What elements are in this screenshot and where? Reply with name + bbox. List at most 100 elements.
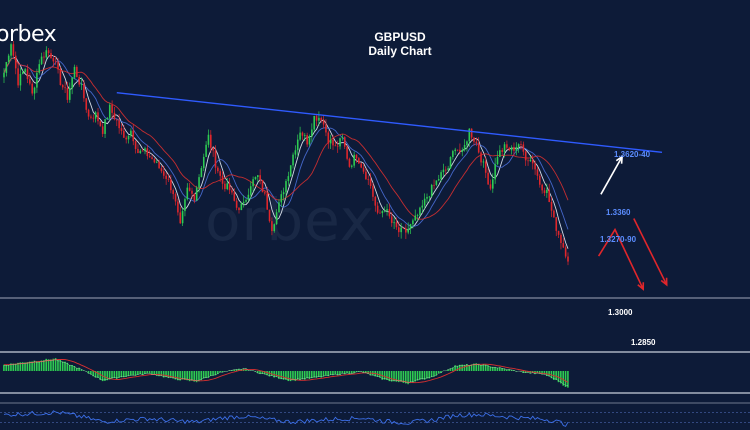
macd-histogram-bar <box>440 371 442 373</box>
macd-histogram-bar <box>195 371 198 383</box>
macd-histogram-bar <box>90 371 92 375</box>
candle-body <box>118 120 120 129</box>
candle-body <box>506 144 508 148</box>
macd-histogram-bar <box>390 371 393 382</box>
macd-histogram-bar <box>259 371 261 375</box>
candle-body <box>228 183 231 191</box>
candle-body <box>186 187 189 200</box>
macd-histogram-bar <box>115 371 118 379</box>
projection-arrow-down-head <box>660 277 668 287</box>
candle-body <box>130 130 132 136</box>
macd-histogram-bar <box>186 371 188 381</box>
macd-histogram-bar <box>73 366 76 371</box>
macd-histogram-bar <box>80 369 83 371</box>
candle-body <box>38 64 41 73</box>
candle-body <box>376 205 379 213</box>
macd-histogram-bar <box>219 371 221 373</box>
candle-body <box>285 181 287 193</box>
candle-body <box>390 216 393 223</box>
macd-histogram-bar <box>503 368 506 371</box>
candle-body <box>445 169 447 171</box>
candle-body <box>454 149 456 152</box>
candle-body <box>510 147 513 151</box>
candle-body <box>553 210 555 218</box>
candle-body <box>393 222 395 224</box>
macd-histogram-bar <box>130 371 132 376</box>
macd-histogram-bar <box>350 371 353 374</box>
candle-body <box>409 224 412 229</box>
candle-body <box>158 161 160 169</box>
macd-histogram-bar <box>235 369 238 371</box>
ma-blue-line <box>3 57 569 230</box>
macd-histogram-bar <box>538 371 541 374</box>
macd-histogram-bar <box>61 361 64 371</box>
macd-histogram-bar <box>404 371 407 384</box>
macd-histogram-bar <box>341 371 344 374</box>
candle-body <box>123 130 125 138</box>
candle-body <box>252 179 254 187</box>
candle-body <box>116 119 118 121</box>
macd-histogram-bar <box>106 371 109 381</box>
macd-histogram-bar <box>261 371 264 374</box>
macd-histogram-bar <box>174 371 177 380</box>
candle-body <box>388 209 391 217</box>
candle-body <box>85 98 88 110</box>
macd-histogram-bar <box>451 367 454 371</box>
candle-body <box>226 183 229 190</box>
macd-histogram-bar <box>148 371 151 374</box>
macd-histogram-bar <box>402 371 405 383</box>
candle-body <box>127 135 130 140</box>
candle-body <box>221 175 224 184</box>
macd-histogram-bar <box>306 371 308 379</box>
macd-histogram-bar <box>393 371 395 382</box>
watermark: orbex <box>205 186 376 254</box>
candle-body <box>106 117 109 120</box>
candle-body <box>435 180 438 185</box>
macd-histogram-bar <box>470 364 473 371</box>
candle-body <box>12 44 15 56</box>
candle-body <box>543 190 546 193</box>
candle-body <box>520 144 522 146</box>
macd-histogram-bar <box>256 371 259 374</box>
macd-histogram-bar <box>19 362 22 371</box>
macd-histogram-bar <box>524 371 527 373</box>
candle-body <box>332 139 334 146</box>
candle-body <box>449 157 452 169</box>
macd-histogram-bar <box>362 371 365 373</box>
candle-body <box>468 128 471 142</box>
macd-histogram-bar <box>231 370 233 371</box>
macd-histogram-bar <box>419 371 421 380</box>
candle-body <box>184 199 186 212</box>
macd-histogram-bar <box>127 371 130 377</box>
macd-histogram-bar <box>263 371 266 375</box>
macd-histogram-bar <box>522 371 525 373</box>
macd-histogram-bar <box>12 363 15 371</box>
chart-title-timeframe: Daily Chart <box>368 44 432 58</box>
macd-signal-line <box>4 358 569 384</box>
level-label-1: 1.3360 <box>606 208 631 217</box>
macd-histogram-bar <box>7 364 10 371</box>
candle-body <box>466 141 468 146</box>
macd-histogram-bar <box>45 358 47 371</box>
candle-body <box>360 163 362 168</box>
macd-histogram-bar <box>299 371 301 381</box>
candle-body <box>325 124 327 133</box>
macd-histogram-bar <box>459 364 461 371</box>
macd-histogram-bar <box>146 371 149 374</box>
descending-trendline <box>116 92 663 154</box>
candle-body <box>242 201 245 204</box>
macd-histogram-bar <box>36 361 38 371</box>
candle-body <box>503 144 506 152</box>
candle-body <box>282 192 285 195</box>
candle-body <box>275 212 278 225</box>
macd-histogram-bar <box>144 371 146 375</box>
candle-body <box>33 87 36 94</box>
macd-histogram-bar <box>66 362 69 371</box>
macd-histogram-bar <box>285 371 287 380</box>
macd-histogram-bar <box>301 371 304 380</box>
candle-body <box>320 117 323 121</box>
macd-histogram-bar <box>169 371 172 378</box>
macd-histogram-bar <box>400 371 402 382</box>
macd-histogram-bar <box>386 371 388 381</box>
